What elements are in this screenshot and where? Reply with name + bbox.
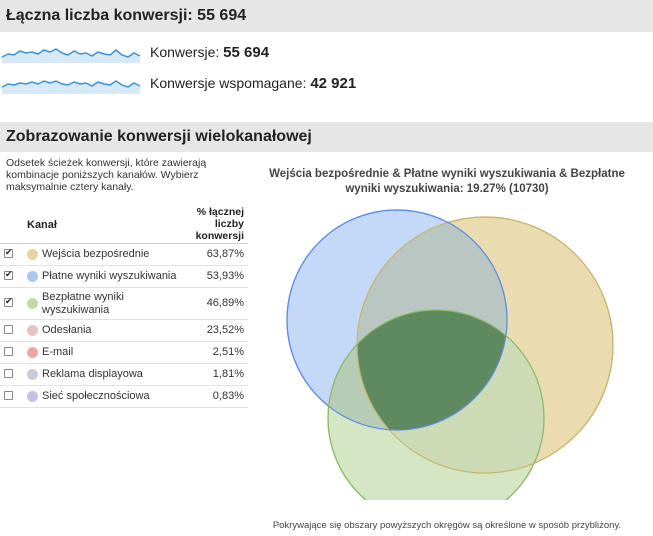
channel-name: E-mail xyxy=(42,346,74,358)
channel-checkbox[interactable] xyxy=(4,296,13,307)
channel-share: 2,51% xyxy=(212,346,244,358)
channel-name: Odesłania xyxy=(42,324,92,336)
assisted-conversions-label: Konwersje wspomagane: 42 921 xyxy=(150,75,357,92)
channel-color-dot xyxy=(27,391,38,402)
channel-checkbox[interactable] xyxy=(4,247,13,258)
assisted-conversions-value: 42 921 xyxy=(310,75,357,92)
channel-color-dot xyxy=(27,325,38,336)
channel-share: 63,87% xyxy=(206,248,244,260)
channel-color-dot xyxy=(27,347,38,358)
table-row[interactable]: Wejścia bezpośrednie 63,87% xyxy=(0,244,248,266)
channel-name: Reklama displayowa xyxy=(42,368,143,380)
column-header-channel: Kanał xyxy=(27,219,57,231)
channel-share: 23,52% xyxy=(206,324,244,336)
table-row[interactable]: Sieć społecznościowa 0,83% xyxy=(0,386,248,408)
channel-table: Kanał % łącznej liczby konwersji Wejścia… xyxy=(0,203,248,408)
multichannel-header: Zobrazowanie konwersji wielokanałowej xyxy=(0,122,653,152)
assisted-conversions-metric: Konwersje wspomagane: 42 921 xyxy=(0,72,400,96)
channel-checkbox[interactable] xyxy=(4,325,13,334)
column-header-share: % łącznej liczby konwersji xyxy=(195,206,244,242)
channel-checkbox[interactable] xyxy=(4,269,13,280)
channel-share: 0,83% xyxy=(212,390,244,402)
table-row[interactable]: Bezpłatne wyniki wyszukiwania 46,89% xyxy=(0,288,248,320)
total-conversions-header: Łączna liczba konwersji: 55 694 xyxy=(0,0,653,32)
venn-outline-paid xyxy=(286,209,508,431)
channel-color-dot xyxy=(27,369,38,380)
assisted-conversions-sparkline xyxy=(1,80,141,94)
conversions-metric: Konwersje: 55 694 xyxy=(0,41,400,65)
channel-name: Bezpłatne wyniki wyszukiwania xyxy=(42,291,124,316)
channel-checkbox[interactable] xyxy=(4,347,13,356)
channel-checkbox[interactable] xyxy=(4,369,13,378)
channel-color-dot xyxy=(27,298,38,309)
table-row[interactable]: Reklama displayowa 1,81% xyxy=(0,364,248,386)
channel-name: Sieć społecznościowa xyxy=(42,390,150,402)
conversions-label: Konwersje: 55 694 xyxy=(150,44,270,61)
channel-color-dot xyxy=(27,271,38,282)
channel-color-dot xyxy=(27,249,38,260)
channel-intro-text: Odsetek ścieżek konwersji, które zawiera… xyxy=(6,157,207,193)
table-row[interactable]: Płatne wyniki wyszukiwania 53,93% xyxy=(0,266,248,288)
channel-share: 46,89% xyxy=(206,297,244,309)
venn-diagram xyxy=(286,209,614,500)
conversions-value: 55 694 xyxy=(223,44,270,61)
venn-overlap-all-three[interactable] xyxy=(357,217,613,473)
channel-name: Wejścia bezpośrednie xyxy=(42,248,150,260)
table-row[interactable]: E-mail 2,51% xyxy=(0,342,248,364)
channel-share: 53,93% xyxy=(206,270,244,282)
conversions-sparkline xyxy=(1,48,141,63)
channel-checkbox[interactable] xyxy=(4,391,13,400)
table-row[interactable]: Odesłania 23,52% xyxy=(0,320,248,342)
channel-name: Płatne wyniki wyszukiwania xyxy=(42,270,177,282)
venn-outline-organic xyxy=(327,309,545,500)
channel-share: 1,81% xyxy=(212,368,244,380)
venn-note: Pokrywające się obszary powyższych okręg… xyxy=(272,520,622,531)
table-header: Kanał % łącznej liczby konwersji xyxy=(0,203,248,244)
venn-title: Wejścia bezpośrednie & Płatne wyniki wys… xyxy=(269,168,625,195)
